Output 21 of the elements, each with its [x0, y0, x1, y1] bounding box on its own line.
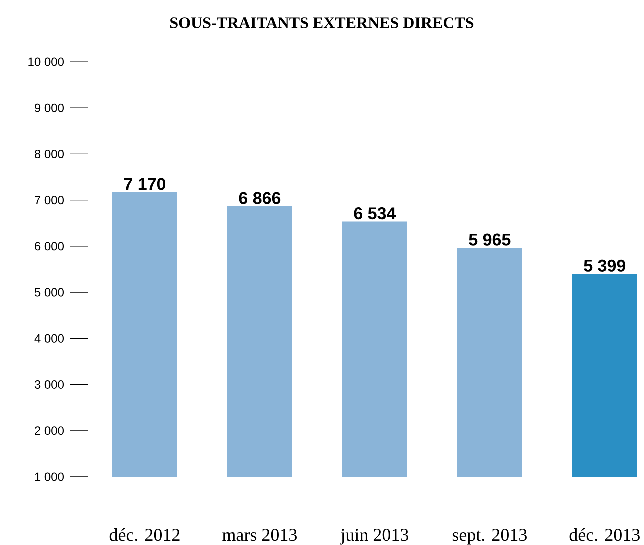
data-label: 6 534 — [354, 208, 396, 220]
data-label: 5 399 — [584, 260, 626, 272]
y-tick-label: 4 000 — [34, 334, 64, 343]
x-tick-label: déc. 2013 — [570, 528, 640, 542]
x-tick-label: mars 2013 — [222, 529, 297, 542]
y-tick-label: 1 000 — [35, 472, 64, 482]
x-tick-label: sept. 2013 — [452, 529, 527, 545]
x-tick-label: déc. 2012 — [110, 528, 180, 542]
y-tick-label: 7 000 — [35, 196, 64, 205]
data-label: 7 170 — [124, 178, 166, 190]
data-label: 5 965 — [469, 234, 511, 246]
y-tick-label: 2 000 — [35, 426, 64, 436]
x-tick-label: juin 2013 — [340, 529, 408, 545]
y-tick-label: 5 000 — [34, 288, 64, 297]
y-tick-label: 3 000 — [34, 380, 64, 390]
y-tick-label: 9 000 — [35, 104, 64, 112]
chart-title: SOUS-TRAITANTS EXTERNES DIRECTS — [170, 18, 474, 28]
y-tick-label: 8 000 — [34, 150, 64, 158]
data-label: 6 866 — [239, 192, 281, 204]
y-tick-label: 10 000 — [28, 58, 64, 66]
y-tick-label: 6 000 — [35, 242, 64, 251]
